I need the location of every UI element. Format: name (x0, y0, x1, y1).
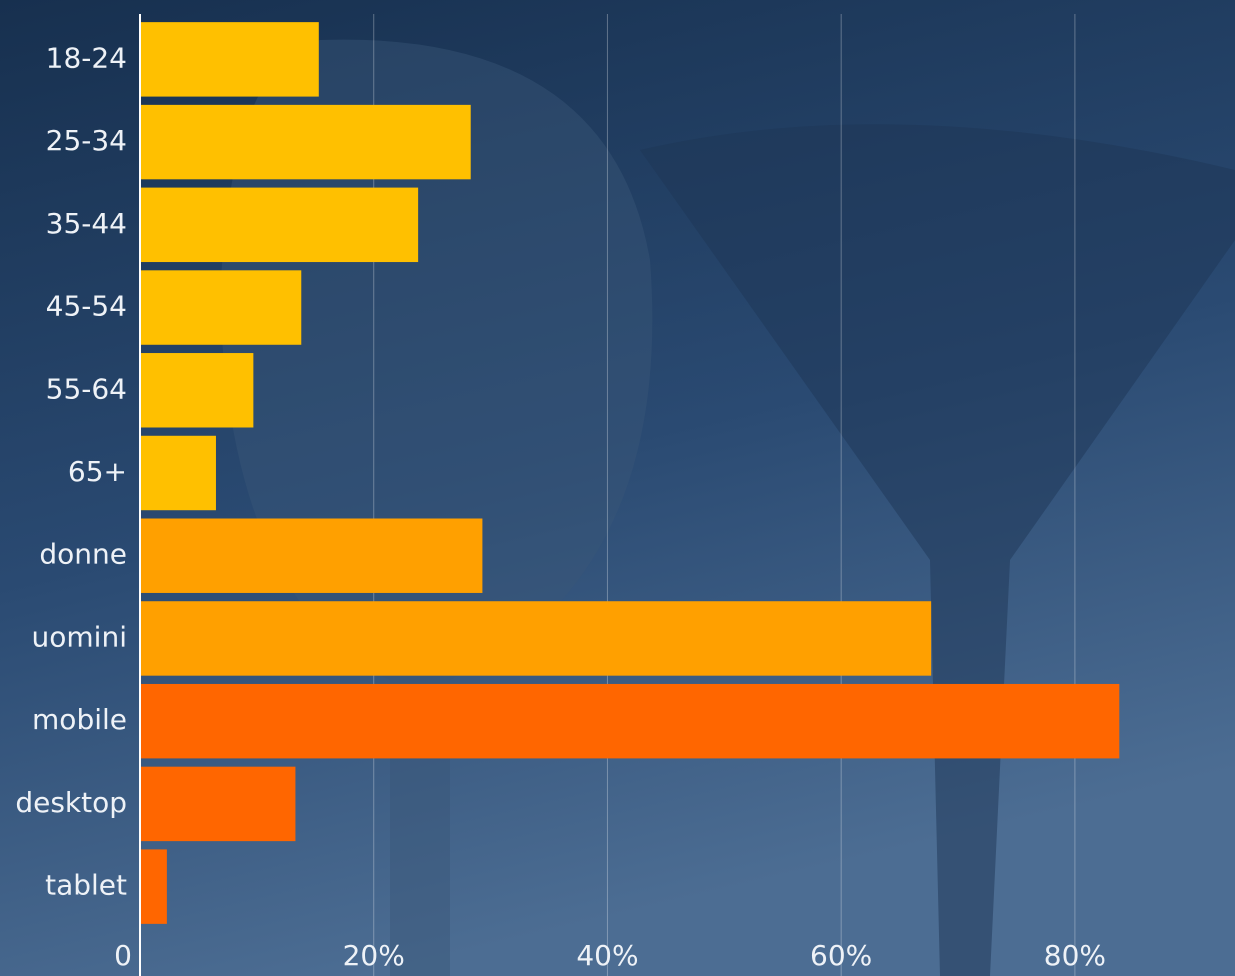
x-tick-label: 80% (1044, 939, 1106, 972)
bar (140, 849, 167, 924)
bar (140, 518, 483, 593)
y-tick-label: 65+ (68, 455, 127, 488)
x-tick-label: 40% (576, 939, 638, 972)
x-tick-label: 60% (810, 939, 872, 972)
y-tick-label: uomini (32, 620, 127, 653)
glass-decoration (640, 124, 1235, 976)
x-tick-label: 0 (114, 939, 132, 972)
y-tick-label: 55-64 (46, 372, 127, 405)
y-tick-label: 18-24 (46, 41, 127, 74)
y-tick-label: mobile (32, 703, 127, 736)
y-tick-label: tablet (45, 869, 127, 902)
y-tick-label: 45-54 (46, 290, 127, 323)
bar (140, 22, 319, 97)
bar (140, 353, 254, 428)
bar (140, 104, 471, 180)
bar (140, 435, 216, 511)
x-tick-label: 20% (343, 939, 405, 972)
bar (140, 766, 296, 842)
y-tick-label: 35-44 (46, 207, 127, 240)
y-tick-label: 25-34 (46, 124, 127, 157)
bar (140, 601, 932, 676)
glass-decoration (220, 39, 653, 976)
bar (140, 683, 1120, 759)
y-tick-label: desktop (15, 786, 127, 819)
bar (140, 187, 419, 263)
bar (140, 270, 302, 345)
y-tick-label: donne (39, 538, 127, 571)
